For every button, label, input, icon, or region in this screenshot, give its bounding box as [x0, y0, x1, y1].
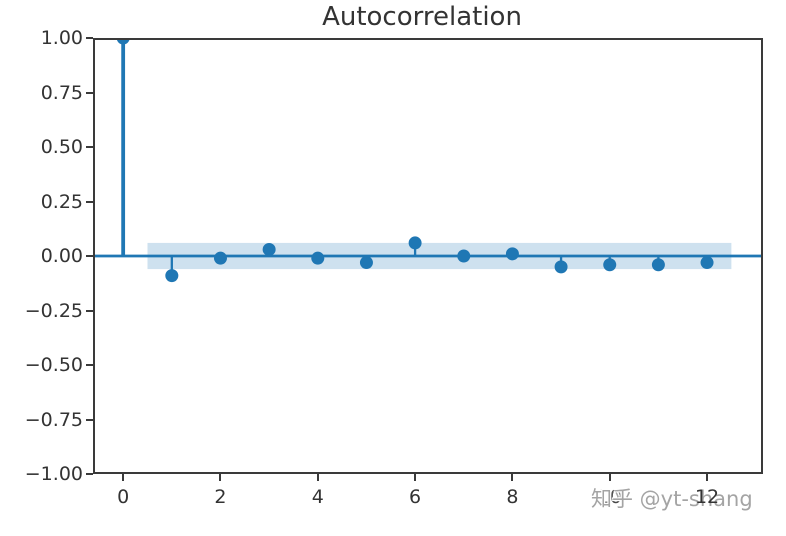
y-tick-mark [86, 200, 93, 203]
y-tick-label: −1.00 [24, 463, 83, 485]
marker-lag-10 [603, 258, 617, 272]
y-tick-label: 0.50 [40, 136, 83, 158]
x-tick-mark [608, 474, 611, 481]
marker-lag-11 [651, 258, 665, 272]
y-tick-label: −0.50 [24, 354, 83, 376]
x-tick-mark [316, 474, 319, 481]
x-tick-label: 8 [506, 486, 519, 508]
x-tick-mark [706, 474, 709, 481]
marker-lag-12 [700, 256, 714, 270]
x-tick-label: 2 [214, 486, 227, 508]
marker-lag-1 [165, 269, 179, 283]
marker-lag-2 [213, 251, 227, 265]
marker-lag-5 [359, 256, 373, 270]
y-tick-mark [86, 91, 93, 94]
y-tick-label: 1.00 [40, 27, 83, 49]
x-tick-mark [219, 474, 222, 481]
y-tick-label: −0.75 [24, 408, 83, 431]
y-tick-mark [86, 418, 93, 421]
watermark-text: 知乎 @yt-shang [591, 487, 753, 511]
axes-spines [93, 38, 763, 474]
x-tick-mark [122, 474, 125, 481]
y-tick-mark [86, 309, 93, 312]
y-tick-mark [86, 146, 93, 148]
x-tick-label: 12 [694, 486, 720, 508]
acf-plot-canvas [93, 38, 763, 474]
y-tick-label: 0.75 [40, 81, 83, 104]
marker-lag-4 [311, 251, 325, 265]
x-tick-label: 4 [311, 486, 324, 508]
marker-lag-7 [457, 249, 471, 263]
marker-lag-8 [505, 247, 519, 261]
y-tick-mark [86, 37, 93, 39]
y-tick-label: −0.25 [24, 299, 83, 322]
y-tick-mark [86, 364, 93, 366]
chart-title: Autocorrelation [322, 2, 522, 32]
y-tick-mark [86, 255, 93, 257]
x-tick-label: 6 [409, 486, 422, 508]
x-tick-label: 10 [597, 486, 622, 508]
y-tick-mark [86, 473, 93, 475]
y-tick-label: 0.00 [40, 245, 83, 267]
plot-area [93, 38, 763, 474]
marker-lag-3 [262, 242, 276, 256]
marker-lag-9 [554, 260, 568, 274]
x-tick-label: 0 [117, 486, 130, 508]
x-tick-mark [511, 474, 514, 481]
marker-lag-6 [408, 236, 422, 250]
y-tick-label: 0.25 [40, 190, 83, 213]
x-tick-mark [414, 474, 417, 481]
